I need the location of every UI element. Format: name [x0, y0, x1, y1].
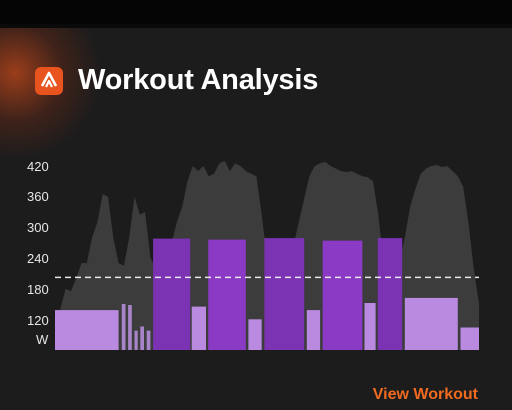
- logo-peak: [40, 71, 58, 87]
- top-strip: [0, 0, 512, 24]
- power-chart: 420 360 300 240 180 120 W: [27, 159, 479, 350]
- interval-bar-14[interactable]: [364, 303, 376, 350]
- interval-bar-9[interactable]: [208, 239, 246, 350]
- interval-bar-17[interactable]: [460, 327, 480, 351]
- interval-bars-layer: [55, 238, 479, 350]
- logo-inner-peak: [45, 79, 53, 88]
- y-tick-label: 360: [27, 189, 49, 204]
- view-workout-link[interactable]: View Workout: [372, 386, 478, 403]
- y-tick-label: 180: [27, 282, 49, 297]
- interval-bar-1[interactable]: [55, 310, 119, 350]
- interval-bar-7[interactable]: [153, 238, 191, 350]
- y-axis-unit-label: W: [36, 332, 49, 347]
- interval-bar-13[interactable]: [322, 240, 363, 350]
- workout-card[interactable]: Workout Analysis 420 360 300 240 180 120 W Vi…: [0, 28, 512, 410]
- interval-bar-8[interactable]: [191, 306, 206, 350]
- y-axis-ticks: 420 360 300 240 180 120: [27, 159, 49, 328]
- y-tick-label: 300: [27, 220, 49, 235]
- interval-bar-3[interactable]: [128, 305, 132, 350]
- interval-bar-16[interactable]: [404, 297, 458, 350]
- y-tick-label: 420: [27, 159, 49, 174]
- interval-bar-12[interactable]: [306, 310, 321, 350]
- interval-bar-15[interactable]: [377, 238, 403, 350]
- interval-bar-5[interactable]: [140, 326, 144, 351]
- interval-bar-6[interactable]: [146, 330, 151, 350]
- strava-lightning-icon: [35, 67, 63, 95]
- interval-bar-10[interactable]: [248, 319, 262, 350]
- y-tick-label: 240: [27, 251, 49, 266]
- interval-bar-2[interactable]: [121, 304, 126, 350]
- card-title: Workout Analysis: [78, 64, 319, 96]
- interval-bar-11[interactable]: [264, 238, 305, 350]
- interval-bar-4[interactable]: [134, 330, 138, 350]
- y-tick-label: 120: [27, 313, 49, 328]
